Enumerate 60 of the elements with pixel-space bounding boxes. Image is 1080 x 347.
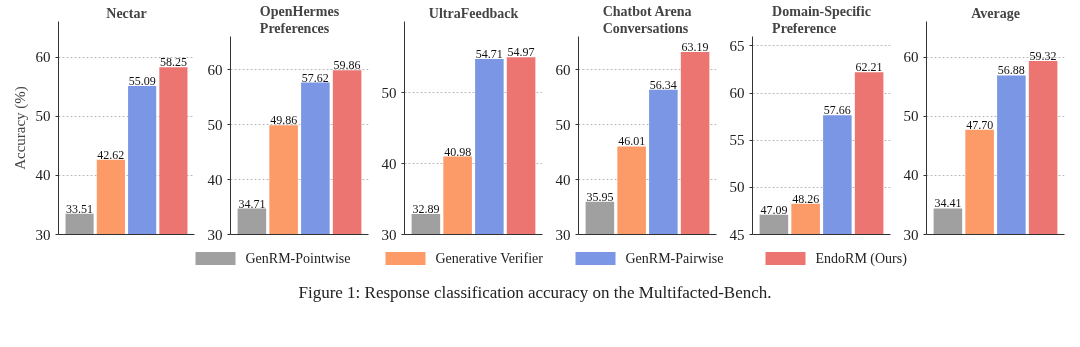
data-label: 57.66: [823, 103, 851, 118]
data-label: 54.71: [475, 47, 503, 62]
data-label: 57.62: [301, 70, 329, 85]
y-tick-label: 50: [555, 116, 571, 133]
legend-label: EndoRM (Ours): [815, 251, 908, 267]
y-tick-label: 50: [207, 116, 223, 133]
y-tick-label: 40: [903, 167, 919, 184]
y-tick-label: 50: [729, 179, 745, 196]
data-label: 47.70: [966, 117, 994, 132]
data-label: 35.95: [586, 189, 614, 204]
y-tick-label: 30: [207, 226, 223, 243]
chart-title: Average: [971, 5, 1020, 21]
y-tick-label: 50: [35, 108, 51, 125]
y-tick-label: 30: [381, 226, 397, 243]
data-label: 32.89: [412, 201, 440, 216]
y-tick-label: 30: [35, 226, 51, 243]
legend-label: Generative Verifier: [435, 251, 544, 266]
data-label: 46.01: [618, 134, 646, 149]
data-label: 48.26: [792, 191, 820, 206]
data-label: 42.62: [97, 147, 125, 162]
data-label: 55.09: [128, 74, 156, 89]
y-tick-label: 45: [729, 226, 745, 243]
y-tick-label: 55: [729, 132, 745, 149]
y-axis-title: Accuracy (%): [11, 86, 29, 170]
data-label: 54.97: [507, 45, 535, 60]
data-label: 47.09: [760, 202, 788, 217]
y-tick-label: 40: [555, 171, 571, 188]
y-tick-label: 40: [207, 171, 223, 188]
y-tick-label: 65: [729, 37, 745, 54]
data-label: 59.32: [1029, 49, 1057, 64]
y-tick-label: 60: [555, 61, 571, 78]
y-tick-label: 50: [381, 84, 397, 101]
chart-title: Nectar: [106, 5, 147, 21]
data-label: 49.86: [270, 113, 298, 128]
y-tick-label: 40: [381, 155, 397, 172]
y-tick-label: 40: [35, 167, 51, 184]
caption: Figure 1: Response classification accuracy on the Multifacted-Bench.: [298, 282, 772, 304]
chart-title: UltraFeedback: [428, 5, 519, 21]
y-tick-label: 60: [207, 61, 223, 78]
data-label: 62.21: [855, 60, 883, 75]
y-tick-label: 50: [903, 108, 919, 125]
data-label: 63.19: [681, 39, 709, 54]
data-label: 34.71: [238, 196, 266, 211]
y-tick-label: 30: [555, 226, 571, 243]
legend-label: GenRM-Pointwise: [245, 251, 351, 266]
chart-title: OpenHermes Preferences: [259, 4, 340, 36]
data-label: 33.51: [66, 201, 94, 216]
y-tick-label: 30: [903, 226, 919, 243]
y-tick-label: 60: [903, 49, 919, 65]
legend-label: GenRM-Pairwise: [625, 251, 724, 266]
data-label: 40.98: [444, 144, 472, 159]
data-label: 58.25: [159, 55, 187, 70]
y-tick-label: 60: [729, 85, 745, 102]
data-label: 56.88: [997, 63, 1025, 78]
y-tick-label: 60: [35, 49, 51, 65]
chart-title: Chatbot Arena Conversations: [602, 4, 692, 36]
data-label: 59.86: [333, 58, 361, 73]
data-label: 34.41: [934, 196, 962, 211]
chart-title: Domain-Specific Preference: [772, 4, 871, 36]
data-label: 56.34: [649, 77, 677, 92]
